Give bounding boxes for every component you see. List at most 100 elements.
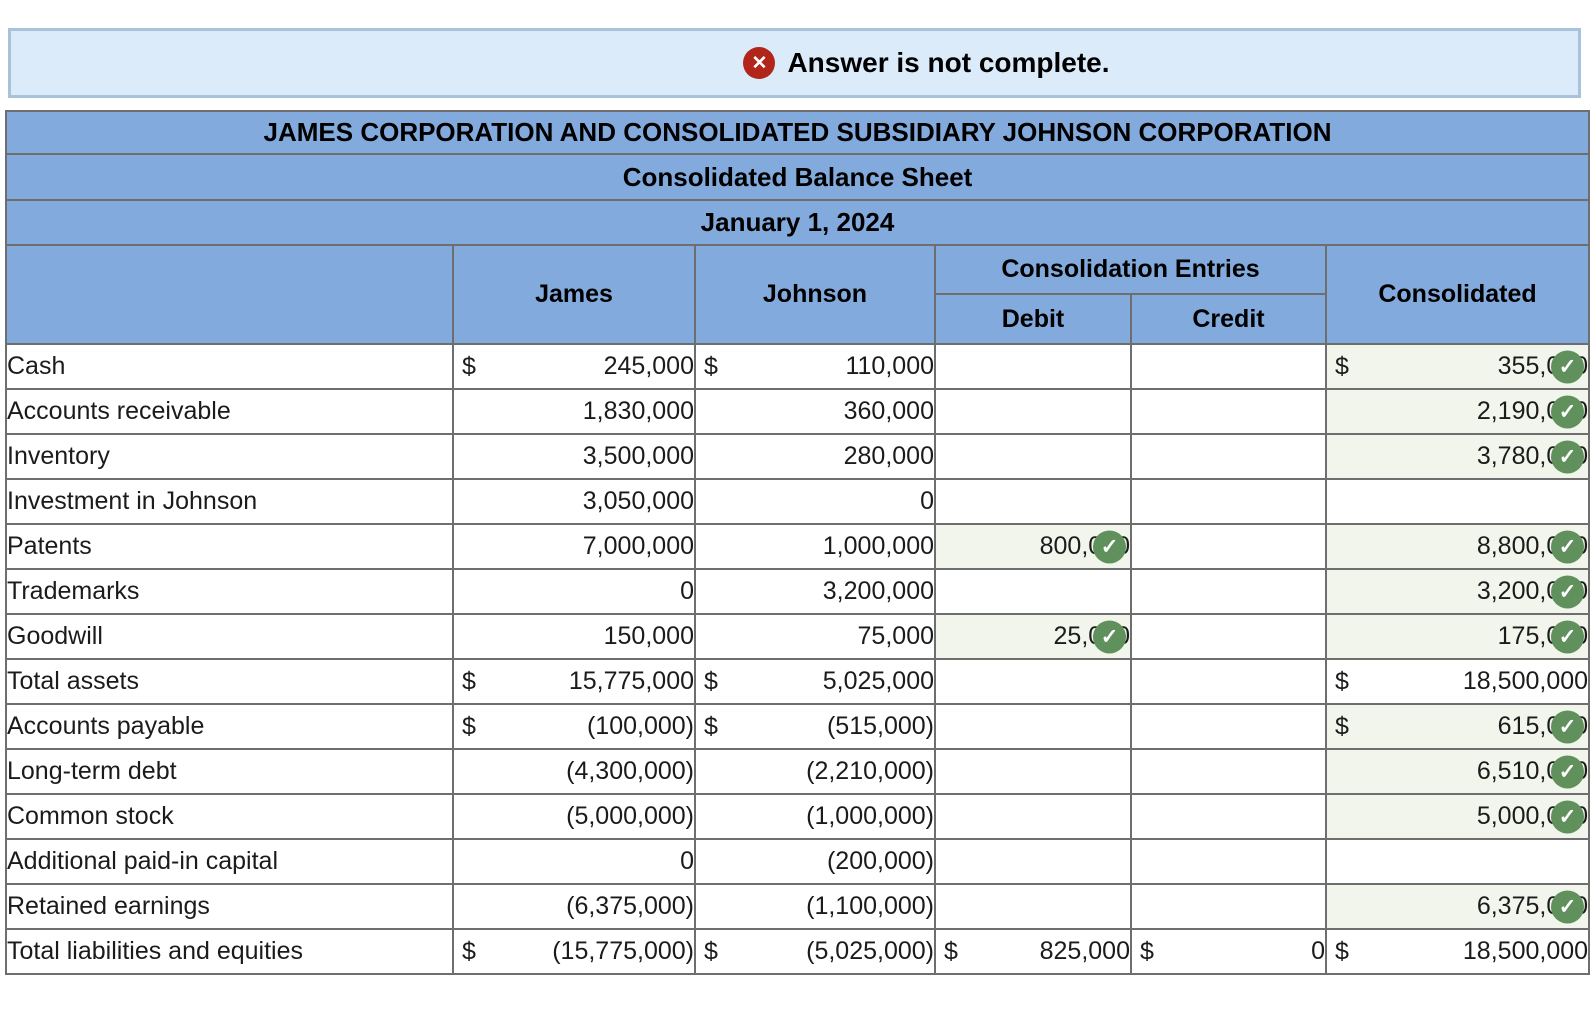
consolidated-cell[interactable]: 3,200,000 ✓ [1324, 568, 1591, 615]
row-label: Total assets [5, 658, 454, 705]
table-subtitle: Consolidated Balance Sheet [4, 153, 1591, 201]
table-date: January 1, 2024 [4, 199, 1591, 246]
debit-cell[interactable] [934, 703, 1132, 750]
consolidated-cell[interactable]: 175,000 ✓ [1324, 613, 1591, 660]
dollar-sign: $ [704, 352, 718, 380]
cell-value: 1,830,000 [582, 397, 694, 425]
credit-cell[interactable] [1130, 793, 1327, 840]
check-icon: ✓ [1551, 620, 1585, 653]
table-row: Common stock (5,000,000) (1,000,000) 5,000,… [5, 793, 1591, 840]
balance-sheet-body: Cash $245,000 $110,000 $355,000 ✓ Accounts re… [5, 343, 1591, 975]
credit-cell[interactable] [1130, 343, 1327, 390]
credit-cell[interactable] [1130, 568, 1327, 615]
cell-value: 1,000,000 [822, 532, 934, 560]
credit-cell[interactable] [1130, 433, 1327, 480]
debit-cell[interactable]: $825,000 [934, 928, 1132, 975]
row-label: Inventory [5, 433, 454, 480]
james-cell: 1,830,000 [452, 388, 696, 435]
credit-cell[interactable] [1130, 478, 1327, 525]
consolidation-worksheet: JAMES CORPORATION AND CONSOLIDATED SUBSI… [4, 110, 1591, 975]
column-header-consolidation-entries: Consolidation Entries [934, 244, 1327, 295]
dollar-sign: $ [944, 937, 958, 965]
debit-cell[interactable] [934, 388, 1132, 435]
cell-value: 3,500,000 [582, 442, 694, 470]
credit-cell[interactable] [1130, 748, 1327, 795]
cell-value: 18,500,000 [1462, 937, 1589, 965]
cell-value: 3,200,000 [822, 577, 934, 605]
james-cell: 3,500,000 [452, 433, 696, 480]
row-label: Common stock [5, 793, 454, 840]
credit-cell[interactable] [1130, 838, 1327, 885]
consolidated-cell[interactable] [1324, 838, 1591, 885]
row-label: Retained earnings [5, 883, 454, 930]
dollar-sign: $ [704, 937, 718, 965]
consolidated-cell[interactable]: 3,780,000 ✓ [1324, 433, 1591, 480]
consolidated-cell[interactable]: 5,000,000 ✓ [1324, 793, 1591, 840]
column-header-james: James [452, 244, 696, 345]
credit-cell[interactable] [1130, 388, 1327, 435]
debit-cell[interactable] [934, 793, 1132, 840]
consolidated-cell[interactable]: $615,000 ✓ [1324, 703, 1591, 750]
credit-cell[interactable] [1130, 703, 1327, 750]
debit-cell[interactable] [934, 658, 1132, 705]
cell-value: 5,025,000 [822, 667, 934, 695]
debit-cell[interactable] [934, 343, 1132, 390]
consolidated-cell[interactable]: $18,500,000 [1324, 928, 1591, 975]
credit-cell[interactable] [1130, 613, 1327, 660]
column-header-consolidated: Consolidated [1324, 244, 1591, 345]
credit-cell[interactable] [1130, 658, 1327, 705]
debit-cell[interactable] [934, 433, 1132, 480]
james-cell: 0 [452, 838, 696, 885]
check-icon: ✓ [1093, 620, 1126, 653]
row-label: Trademarks [5, 568, 454, 615]
row-label: Accounts receivable [5, 388, 454, 435]
dollar-sign: $ [1335, 712, 1349, 740]
debit-cell[interactable] [934, 838, 1132, 885]
debit-cell[interactable]: 800,000 ✓ [934, 523, 1132, 570]
check-icon: ✓ [1551, 575, 1585, 608]
consolidated-cell[interactable]: 6,375,000 ✓ [1324, 883, 1591, 930]
debit-cell[interactable] [934, 478, 1132, 525]
cell-value: (100,000) [586, 712, 694, 740]
james-cell: (4,300,000) [452, 748, 696, 795]
dollar-sign: $ [462, 352, 476, 380]
check-icon: ✓ [1093, 530, 1126, 563]
consolidated-cell[interactable]: 2,190,000 ✓ [1324, 388, 1591, 435]
consolidated-cell[interactable]: $18,500,000 [1324, 658, 1591, 705]
row-label: Patents [5, 523, 454, 570]
johnson-cell: 3,200,000 [694, 568, 936, 615]
check-icon: ✓ [1551, 350, 1585, 383]
johnson-cell: $ (5,025,000) [694, 928, 936, 975]
column-header-johnson: Johnson [694, 244, 936, 345]
dollar-sign: $ [704, 667, 718, 695]
johnson-cell: 75,000 [694, 613, 936, 660]
consolidated-cell[interactable]: 8,800,000 ✓ [1324, 523, 1591, 570]
cell-value: (4,300,000) [566, 757, 694, 785]
cell-value: (515,000) [826, 712, 934, 740]
cell-value: (5,000,000) [566, 802, 694, 830]
table-row: Patents 7,000,000 1,000,000 800,000 ✓ 8,800,0… [5, 523, 1591, 570]
credit-cell[interactable] [1130, 523, 1327, 570]
table-row: Retained earnings (6,375,000) (1,100,000) 6… [5, 883, 1591, 930]
cell-value: 245,000 [603, 352, 694, 380]
credit-cell[interactable]: $0 [1130, 928, 1327, 975]
debit-cell[interactable] [934, 568, 1132, 615]
debit-cell[interactable] [934, 748, 1132, 795]
debit-cell[interactable] [934, 883, 1132, 930]
table-row: Additional paid-in capital 0 (200,000) [5, 838, 1591, 885]
table-row: Cash $245,000 $110,000 $355,000 ✓ [5, 343, 1591, 390]
cell-value: 3,050,000 [582, 487, 694, 515]
column-header-accounts [5, 244, 454, 345]
dollar-sign: $ [462, 667, 476, 695]
status-banner-content: ✕ Answer is not complete. [743, 47, 1110, 79]
debit-cell[interactable]: 25,000 ✓ [934, 613, 1132, 660]
cell-value: 0 [680, 577, 694, 605]
dollar-sign: $ [1335, 667, 1349, 695]
consolidated-cell[interactable]: 6,510,000 ✓ [1324, 748, 1591, 795]
row-label: Total liabilities and equities [5, 928, 454, 975]
consolidated-cell[interactable]: $355,000 ✓ [1324, 343, 1591, 390]
error-icon: ✕ [743, 47, 776, 79]
credit-cell[interactable] [1130, 883, 1327, 930]
table-row: Total liabilities and equities $ (15,775,0… [5, 928, 1591, 975]
consolidated-cell[interactable] [1324, 478, 1591, 525]
